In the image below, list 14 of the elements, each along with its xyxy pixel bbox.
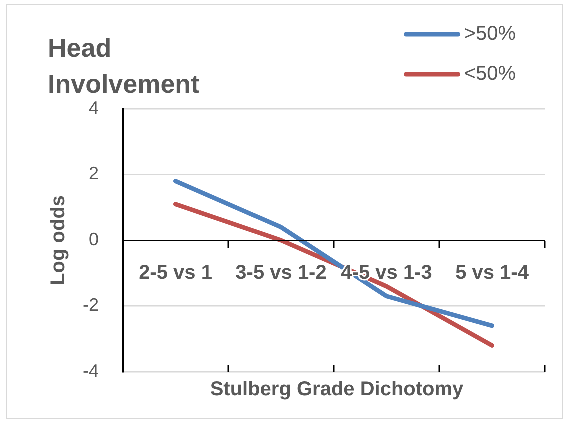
x-tick-label: 3-5 vs 1-2 [236,262,327,284]
y-tick-label: -4 [82,360,99,381]
y-tick-label: -2 [82,295,99,316]
y-tick-label: 4 [88,98,99,118]
x-axis-title: Stulberg Grade Dichotomy [210,378,465,401]
y-axis-title: Log odds [48,196,70,286]
chart-title: Head Involvement [48,33,200,99]
legend-label: <50% [464,63,516,86]
x-tick-label: 4-5 vs 1-3 [341,262,432,284]
y-tick-label: 0 [88,229,99,250]
legend-label: >50% [464,23,516,46]
y-tick-label: 2 [88,164,99,184]
x-tick-label: 2-5 vs 1 [139,262,212,284]
x-tick-label: 5 vs 1-4 [456,262,530,284]
